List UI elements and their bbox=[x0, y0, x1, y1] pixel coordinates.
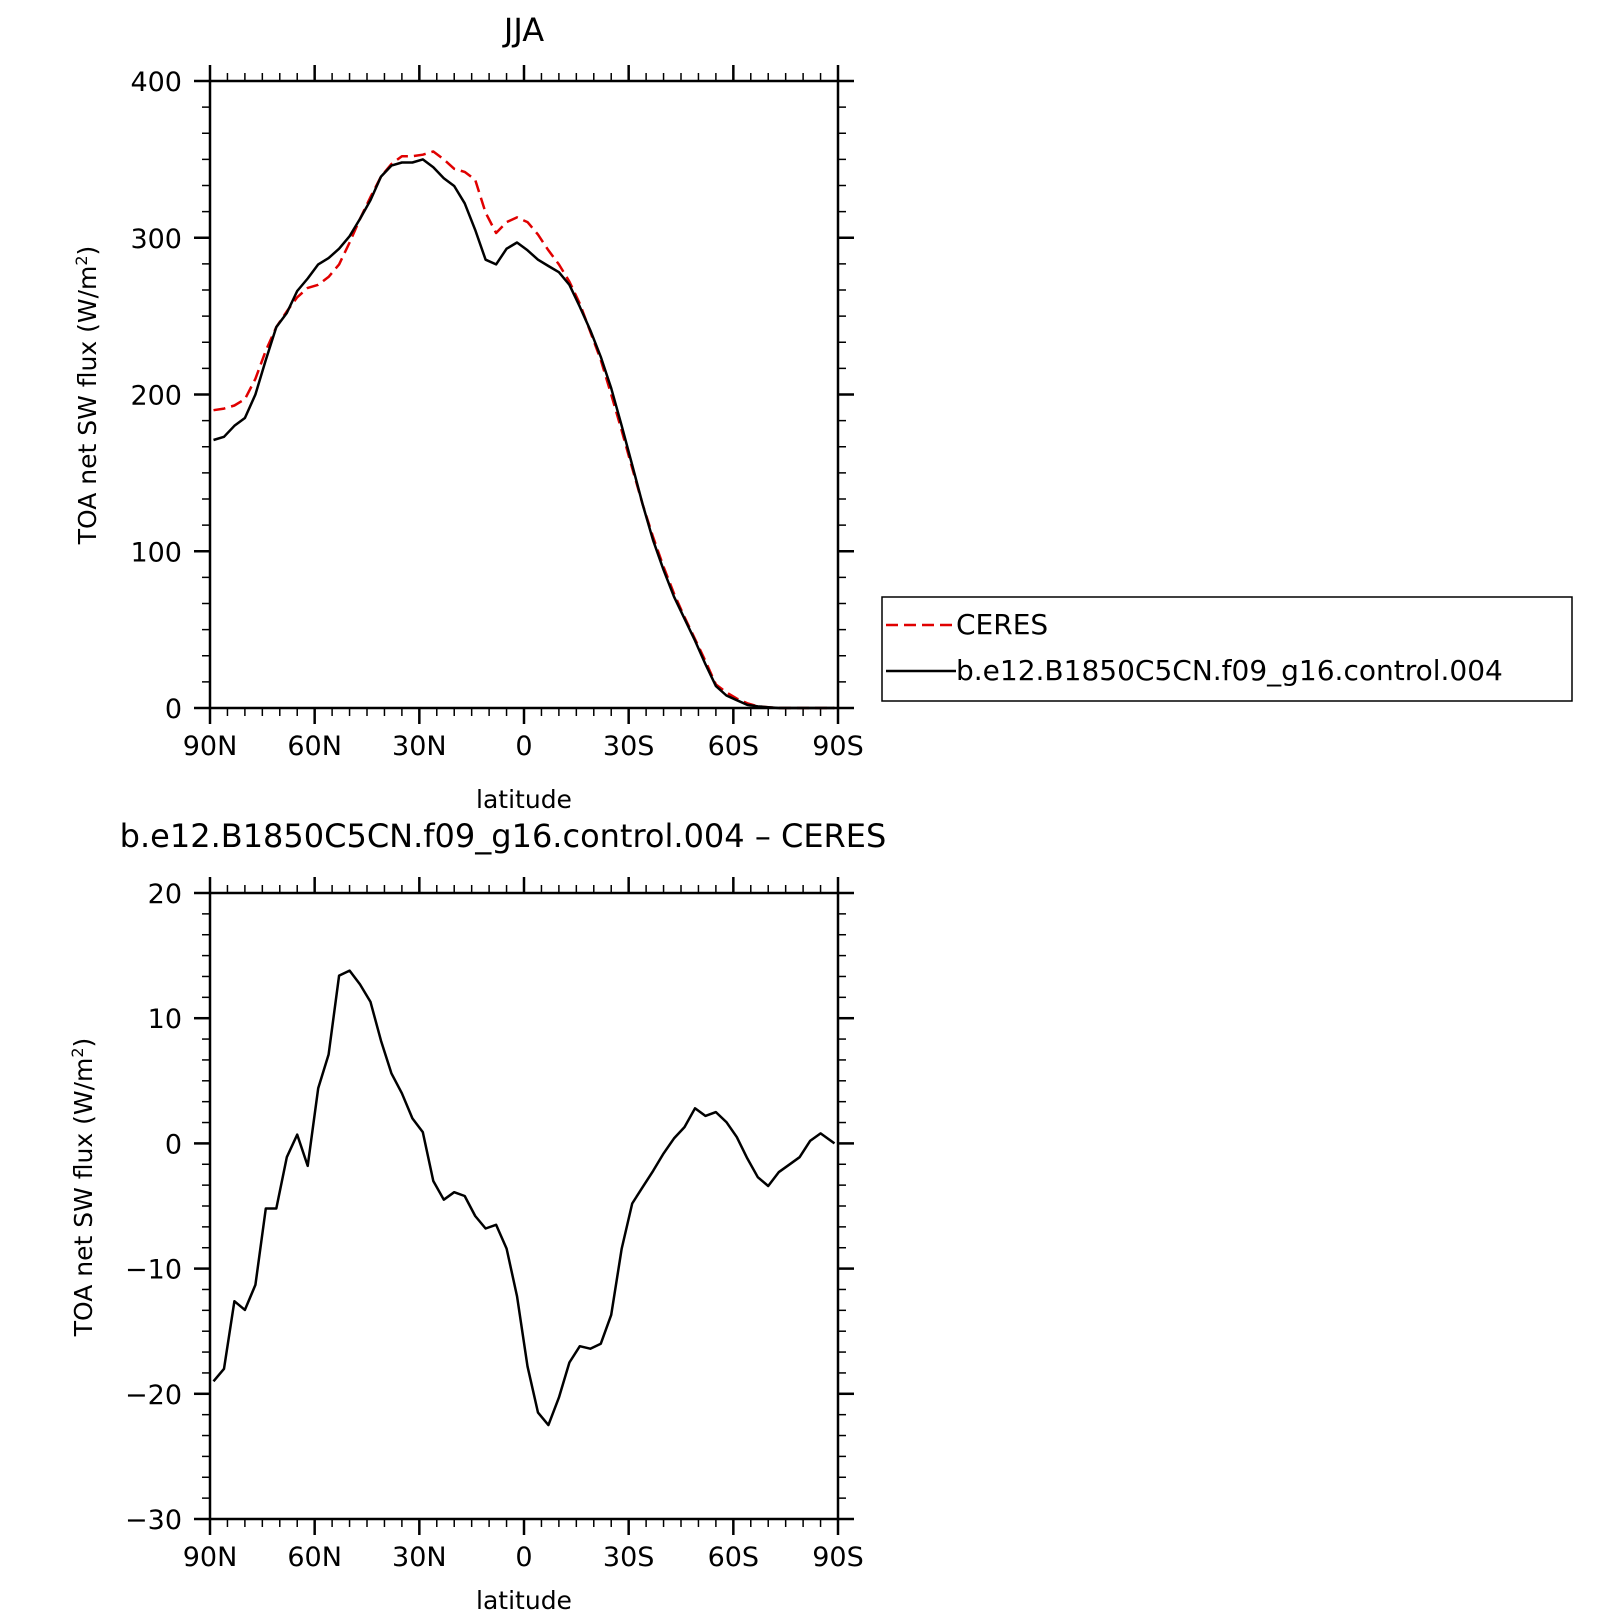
top-ytick-label: 0 bbox=[165, 694, 182, 725]
bottom-plot-frame bbox=[208, 891, 840, 1521]
top-model-line bbox=[213, 158, 835, 710]
legend-box bbox=[881, 596, 1573, 702]
panel-top: JJA latitude TOA net SW flux (W/m2) 90N 6… bbox=[72, 11, 1573, 814]
top-xtick-label: 30S bbox=[603, 731, 655, 762]
top-plot-frame bbox=[208, 79, 840, 710]
top-ceres-line bbox=[213, 150, 835, 710]
panel-bottom: b.e12.B1850C5CN.f09_g16.control.004 – CE… bbox=[68, 817, 887, 1615]
bottom-xtick-label: 90N bbox=[183, 1542, 238, 1573]
top-xtick-label: 90S bbox=[812, 731, 864, 762]
bottom-difference-line bbox=[212, 969, 836, 1427]
legend-model-label: b.e12.B1850C5CN.f09_g16.control.004 bbox=[956, 654, 1503, 687]
top-y-axis-label: TOA net SW flux (W/m2) bbox=[72, 246, 103, 546]
top-series-group bbox=[213, 150, 835, 710]
bottom-series-group bbox=[212, 969, 836, 1427]
bottom-ytick-label: −10 bbox=[125, 1255, 182, 1286]
bottom-xtick-label: 60S bbox=[708, 1542, 760, 1573]
bottom-ytick-label: −30 bbox=[125, 1505, 182, 1536]
top-chart-title: JJA bbox=[502, 11, 544, 49]
top-xtick-label: 0 bbox=[515, 731, 532, 762]
top-x-axis-label: latitude bbox=[476, 785, 572, 814]
top-axis-ticks: 90N 60N 30N 0 30S 60S 90S 0 100 200 300 400 bbox=[130, 65, 864, 762]
bottom-x-axis-label: latitude bbox=[476, 1586, 572, 1615]
bottom-chart-title: b.e12.B1850C5CN.f09_g16.control.004 – CE… bbox=[120, 817, 887, 855]
top-xtick-label: 30N bbox=[392, 731, 447, 762]
legend: CERES b.e12.B1850C5CN.f09_g16.control.00… bbox=[881, 596, 1573, 702]
bottom-xtick-label: 90S bbox=[812, 1542, 864, 1573]
bottom-xtick-label: 0 bbox=[515, 1542, 532, 1573]
bottom-xtick-label: 30S bbox=[603, 1542, 655, 1573]
legend-ceres-label: CERES bbox=[956, 608, 1048, 641]
bottom-ytick-label: 10 bbox=[148, 1004, 182, 1035]
bottom-xtick-label: 30N bbox=[392, 1542, 447, 1573]
bottom-axis-ticks: 90N 60N 30N 0 30S 60S 90S −30 −20 −10 0 10 20 bbox=[125, 877, 864, 1573]
bottom-ytick-label: 0 bbox=[165, 1129, 182, 1160]
bottom-ytick-label: −20 bbox=[125, 1380, 182, 1411]
top-ytick-label: 200 bbox=[130, 381, 182, 412]
top-xtick-label: 90N bbox=[183, 731, 238, 762]
bottom-xtick-label: 60N bbox=[287, 1542, 342, 1573]
bottom-ytick-label: 20 bbox=[148, 879, 182, 910]
top-ytick-label: 300 bbox=[130, 224, 182, 255]
top-xtick-label: 60S bbox=[708, 731, 760, 762]
top-ytick-label: 100 bbox=[130, 537, 182, 568]
bottom-y-axis-label: TOA net SW flux (W/m2) bbox=[68, 1038, 99, 1338]
top-xtick-label: 60N bbox=[287, 731, 342, 762]
top-ytick-label: 400 bbox=[130, 67, 182, 98]
